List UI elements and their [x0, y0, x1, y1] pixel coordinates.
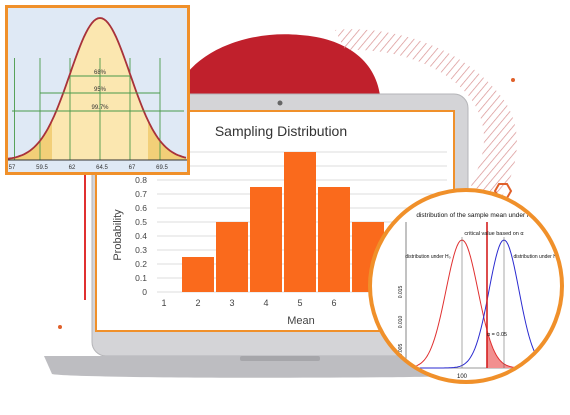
- y-tick-label: 0.005: [398, 344, 404, 357]
- dot-decoration: [58, 325, 62, 329]
- tick-label: 67: [129, 165, 136, 171]
- y-tick-label: 0.015: [398, 286, 404, 299]
- x-axis-label: Mean: [287, 315, 315, 327]
- h0-label: distribution under H₀: [405, 254, 450, 260]
- normal-curve-chart: 68% 95% 99.7% 57 59.5 62 64.5 67 69.5: [7, 17, 187, 171]
- h1-curve: [406, 239, 559, 369]
- y-tick-label: 0.010: [398, 316, 404, 329]
- x-tick-label: 4: [263, 298, 268, 308]
- x-tick-label: 100: [457, 374, 468, 380]
- bar-5: [284, 152, 316, 292]
- x-tick-label: 3: [229, 298, 234, 308]
- percent-label: 99.7%: [91, 105, 109, 111]
- normal-curve-line: [7, 17, 187, 160]
- bar-2: [182, 257, 214, 292]
- laptop-hinge-notch: [240, 356, 320, 361]
- laptop-camera: [277, 100, 283, 106]
- alpha-region: [487, 330, 522, 368]
- bar-6: [318, 187, 350, 292]
- y-tick-label: 0.8: [135, 175, 147, 185]
- tick-label: 59.5: [36, 165, 48, 171]
- chart-title: Sampling Distribution: [215, 123, 347, 139]
- power-title: distribution of the sample mean under H: [416, 212, 532, 219]
- y-tick-label: 0.7: [135, 189, 147, 199]
- laptop-base: [44, 356, 506, 378]
- y-tick-label: 0.2: [135, 259, 147, 269]
- normal-curve-fill: [8, 18, 187, 160]
- x-tick-label: 5: [297, 298, 302, 308]
- tick-label: 69.5: [156, 165, 168, 171]
- percent-label: 68%: [94, 70, 107, 76]
- tick-label: 57: [9, 165, 16, 171]
- x-tick-label: 6: [331, 298, 336, 308]
- power-chart: distribution of the sample mean under H …: [398, 212, 560, 380]
- striped-band-shape: [335, 29, 517, 200]
- dot-decoration: [511, 78, 515, 82]
- alpha-label: α = 0.05: [487, 332, 507, 338]
- x-tick-label: 2: [195, 298, 200, 308]
- percent-label: 95%: [94, 87, 107, 93]
- bar-4: [250, 187, 282, 292]
- y-tick-label: 0.6: [135, 203, 147, 213]
- critical-value-label: critical value based on α: [464, 231, 524, 237]
- y-tick-label: 0.3: [135, 245, 147, 255]
- y-axis-label: Probability: [112, 209, 124, 261]
- y-tick-label: 0: [142, 287, 147, 297]
- tick-label: 62: [69, 165, 76, 171]
- hypothesis-test-panel: distribution of the sample mean under H …: [368, 188, 564, 384]
- normal-curve-tails: [8, 120, 187, 160]
- y-tick-label: 0.1: [135, 273, 147, 283]
- bar-3: [216, 222, 248, 292]
- tick-label: 64.5: [96, 165, 108, 171]
- y-tick-label: 0.4: [135, 231, 147, 241]
- y-tick-label: 0.5: [135, 217, 147, 227]
- x-tick-label: 1: [161, 298, 166, 308]
- h1-label: distribution under H₁: [513, 254, 558, 260]
- normal-distribution-panel: 68% 95% 99.7% 57 59.5 62 64.5 67 69.5: [5, 5, 190, 175]
